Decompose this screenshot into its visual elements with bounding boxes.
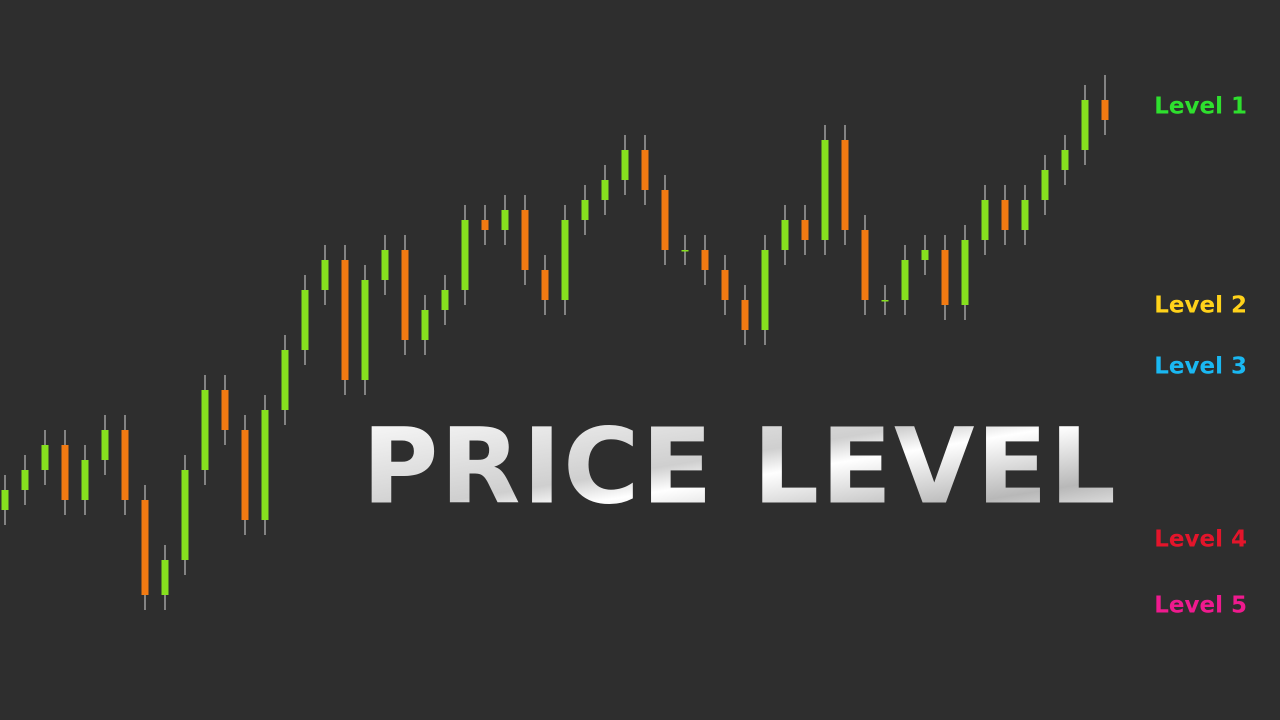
candle-body — [1021, 200, 1029, 230]
level-label: Level 1 — [1154, 94, 1247, 120]
candle-body — [581, 200, 589, 220]
candle-body — [101, 430, 109, 460]
candle-body — [261, 410, 269, 520]
candles — [1, 75, 1109, 610]
candle-body — [701, 250, 709, 270]
candle-body — [121, 430, 129, 500]
candle-body — [381, 250, 389, 280]
candle-body — [281, 350, 289, 410]
candle-body — [641, 150, 649, 190]
candle-body — [861, 230, 869, 300]
candle-body — [21, 470, 29, 490]
candle-body — [241, 430, 249, 520]
candle-body — [681, 250, 689, 252]
candle-body — [621, 150, 629, 180]
candle-body — [61, 445, 69, 500]
level-label: Level 2 — [1154, 293, 1247, 319]
candle-body — [341, 260, 349, 380]
candle-body — [721, 270, 729, 300]
candle-body — [401, 250, 409, 340]
candle-body — [741, 300, 749, 330]
candle-body — [321, 260, 329, 290]
candle-body — [561, 220, 569, 300]
candle-body — [961, 240, 969, 305]
candle-body — [921, 250, 929, 260]
candle-body — [601, 180, 609, 200]
candle-body — [1101, 100, 1109, 120]
candle-body — [761, 250, 769, 330]
candle-body — [201, 390, 209, 470]
candle-body — [661, 190, 669, 250]
candle-body — [301, 290, 309, 350]
level-label: Level 5 — [1154, 593, 1247, 619]
candle-body — [441, 290, 449, 310]
candle-body — [41, 445, 49, 470]
candle-body — [481, 220, 489, 230]
level-label: Level 4 — [1154, 527, 1247, 553]
candle-body — [181, 470, 189, 560]
candle-body — [941, 250, 949, 305]
candle-body — [801, 220, 809, 240]
candle-body — [81, 460, 89, 500]
candle-body — [221, 390, 229, 430]
candle-body — [1041, 170, 1049, 200]
candle-body — [1, 490, 9, 510]
candle-body — [461, 220, 469, 290]
candle-body — [841, 140, 849, 230]
chart-title: PRICE LEVEL — [362, 405, 1118, 527]
candle-body — [501, 210, 509, 230]
candle-body — [901, 260, 909, 300]
levels: Level 1 Level 2 Level 3 Level 4 Level 5 — [0, 94, 1247, 626]
candle-body — [541, 270, 549, 300]
candle-body — [821, 140, 829, 240]
candle-body — [781, 220, 789, 250]
candle-body — [981, 200, 989, 240]
candle-body — [1001, 200, 1009, 230]
candle-body — [1061, 150, 1069, 170]
level-label: Level 3 — [1154, 354, 1247, 380]
candle-body — [521, 210, 529, 270]
candle-body — [881, 300, 889, 302]
candle-body — [141, 500, 149, 595]
candle-body — [161, 560, 169, 595]
candle-body — [361, 280, 369, 380]
